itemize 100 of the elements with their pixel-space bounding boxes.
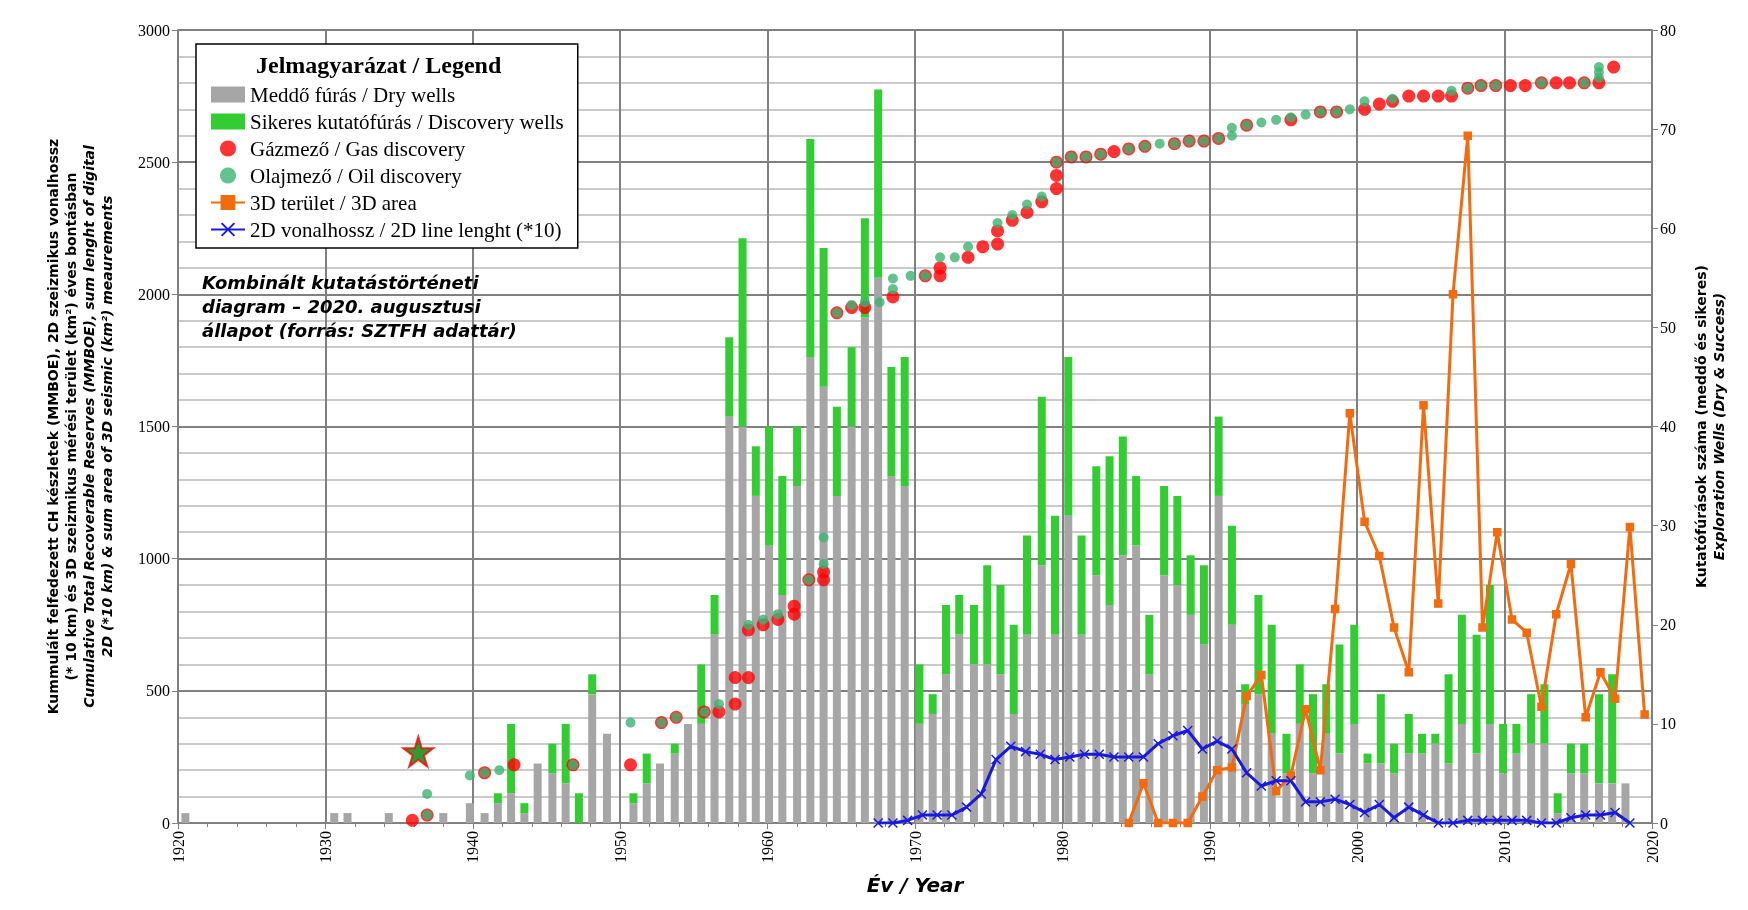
point (1521, 815, 1532, 826)
point (1108, 751, 1120, 763)
bar (642, 783, 651, 823)
point (1566, 559, 1576, 569)
x-tick-label: 2010 (1496, 831, 1514, 863)
bar (1512, 753, 1521, 823)
bar (1527, 694, 1536, 744)
point (1257, 670, 1266, 680)
legend-label: Gázmező / Gas discovery (250, 136, 466, 161)
point (1565, 812, 1577, 823)
point (1344, 799, 1356, 810)
bar (1335, 644, 1344, 754)
bar (1160, 485, 1169, 576)
point (1300, 796, 1311, 808)
bar (1472, 753, 1481, 823)
y-tick-label: 500 (146, 682, 170, 700)
bar (493, 793, 502, 804)
bar (602, 733, 611, 823)
bar (1077, 535, 1086, 635)
bar (1376, 763, 1385, 823)
bar (928, 713, 937, 823)
point (1242, 691, 1251, 701)
bar (1199, 565, 1208, 645)
bar (1077, 634, 1086, 823)
x-tick-label: 1980 (1053, 831, 1071, 863)
y2-tick-label: 70 (1660, 120, 1676, 138)
bar (1227, 525, 1236, 625)
bar (1485, 723, 1494, 823)
bar (1363, 753, 1372, 764)
bar (1540, 743, 1549, 823)
point (1064, 751, 1076, 763)
y2-tick-label: 60 (1660, 219, 1676, 237)
bar (330, 813, 339, 823)
legend-label: Sikeres kutatófúrás / Discovery wells (250, 109, 564, 134)
bar (1051, 515, 1060, 635)
bar (955, 634, 964, 823)
bar (493, 803, 502, 823)
point (1536, 817, 1547, 829)
point (400, 733, 436, 770)
bar (1580, 743, 1589, 774)
bar (983, 565, 992, 665)
bar (1472, 634, 1481, 754)
bar (1350, 723, 1359, 823)
bar (996, 585, 1005, 675)
bar (860, 317, 869, 823)
y-tick-label: 2500 (138, 153, 170, 171)
bar (1295, 664, 1304, 724)
point (1434, 599, 1443, 608)
point (1256, 780, 1267, 792)
point (1550, 817, 1562, 829)
bar (465, 803, 474, 823)
point (1079, 749, 1090, 760)
bar (1457, 614, 1466, 724)
point (1359, 807, 1370, 818)
bar (520, 813, 529, 823)
point (1522, 628, 1531, 637)
bar (1105, 456, 1114, 605)
bar (574, 793, 583, 823)
bar (1037, 396, 1046, 566)
bar (588, 674, 597, 695)
bar (1064, 515, 1073, 823)
bar (1308, 773, 1317, 823)
bar (1214, 495, 1223, 823)
legend-label: Olajmező / Oil discovery (250, 163, 463, 188)
point (1507, 615, 1517, 624)
y-tick-label: 1000 (138, 550, 170, 568)
point (1491, 815, 1503, 826)
point (1315, 796, 1326, 808)
legend-label: Meddő fúrás / Dry wells (250, 82, 456, 107)
point (1035, 749, 1046, 760)
bar (1051, 634, 1060, 823)
bar (1105, 604, 1114, 823)
bar (969, 604, 978, 665)
bar (1527, 743, 1536, 823)
y2-tick-label: 10 (1660, 715, 1676, 733)
bar (1037, 565, 1046, 823)
bar (1512, 723, 1521, 754)
bar (561, 723, 570, 784)
bar (1335, 753, 1344, 823)
point (1609, 807, 1621, 818)
bar (1457, 723, 1466, 823)
point (1448, 290, 1458, 299)
y-axis-title: Kummulált felfedezett CH készletek (MMBOE), 2D szeizmikus vonalhossz (* 10 km) és 3D szeizmikus mérési terület (km²) éves bontásban Cumulative Total Recoverable Reserves (MMBOE), sum lenght of digital 2D (*10 km) & sum area of 3D seismic (km²) meaurements (45, 138, 115, 715)
point (1596, 668, 1605, 677)
bar (1444, 763, 1453, 823)
point (902, 815, 913, 826)
annotation: Kombinált kutatástörténeti diagram – 2020. augusztusi állapot (forrás: SZTFH adattár) (202, 271, 517, 341)
bar (1390, 743, 1399, 774)
bar (832, 495, 841, 823)
point (1463, 131, 1472, 140)
bar (832, 406, 841, 496)
bar (1118, 436, 1127, 556)
bar (738, 238, 747, 427)
bar (1118, 555, 1127, 823)
point (1285, 775, 1297, 786)
bar (507, 793, 516, 823)
bar (1553, 793, 1562, 814)
bar (1132, 476, 1141, 546)
bar (670, 743, 679, 754)
point (1316, 765, 1325, 775)
